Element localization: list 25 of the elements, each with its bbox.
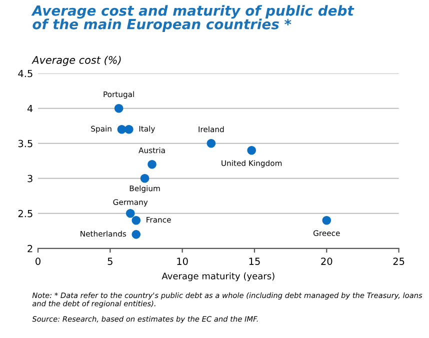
- y-tick-label: 2.5: [18, 210, 32, 218]
- x-tick-label: 20: [321, 258, 332, 265]
- point: [114, 104, 124, 113]
- point: [132, 230, 141, 239]
- x-axis-title: Average maturity (years): [162, 272, 274, 282]
- y-tick-label: 3: [28, 174, 32, 182]
- point: [140, 174, 150, 183]
- x-tick-label: 5: [108, 258, 112, 265]
- point: [132, 216, 141, 225]
- x-tick-label: 25: [393, 258, 404, 265]
- point: [148, 160, 156, 169]
- y-axis-title: Average cost (%): [32, 56, 121, 66]
- point: [322, 216, 332, 225]
- chart-title: Average cost and maturity of public debt of the main European countries *: [31, 5, 354, 32]
- y-tick-label: 3.5: [18, 140, 32, 148]
- y-tick-label: 2: [28, 244, 32, 252]
- x-tick-label: 10: [177, 258, 188, 265]
- point: [206, 138, 216, 148]
- x-tick-label: 15: [249, 258, 260, 265]
- point: [247, 146, 256, 155]
- x-tick-label: 0: [36, 258, 40, 265]
- y-tick-label: 4: [27, 104, 33, 112]
- point: [124, 124, 134, 134]
- point: [126, 209, 135, 218]
- y-tick-label: 4.5: [18, 70, 32, 78]
